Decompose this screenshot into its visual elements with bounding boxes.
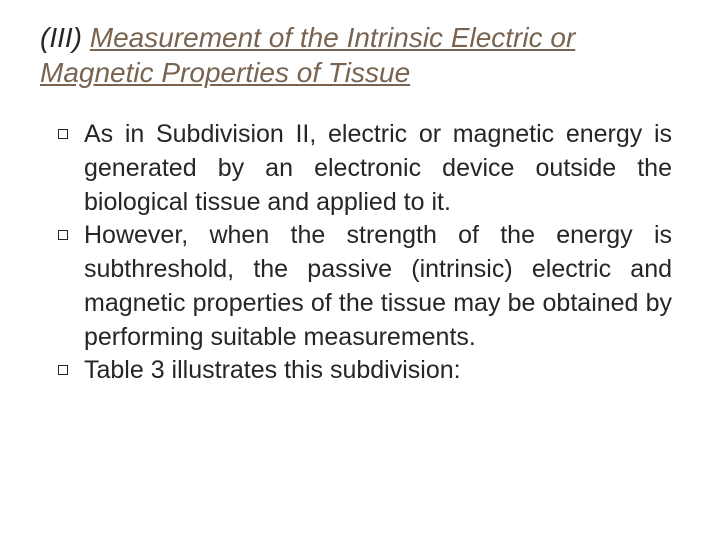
title-prefix: (III) (40, 22, 90, 53)
slide-title: (III) Measurement of the Intrinsic Elect… (40, 20, 680, 90)
bullet-square-icon (58, 230, 68, 240)
bullet-text: However, when the strength of the energy… (84, 219, 672, 354)
bullet-square-icon (58, 129, 68, 139)
list-item: As in Subdivision II, electric or magnet… (58, 118, 672, 219)
list-item: Table 3 illustrates this subdivision: (58, 354, 672, 388)
slide: (III) Measurement of the Intrinsic Elect… (0, 0, 720, 540)
bullet-text: Table 3 illustrates this subdivision: (84, 354, 672, 388)
bullet-square-icon (58, 365, 68, 375)
title-main: Measurement of the Intrinsic Electric or… (40, 22, 575, 88)
list-item: However, when the strength of the energy… (58, 219, 672, 354)
bullet-text: As in Subdivision II, electric or magnet… (84, 118, 672, 219)
slide-body: As in Subdivision II, electric or magnet… (40, 118, 680, 388)
